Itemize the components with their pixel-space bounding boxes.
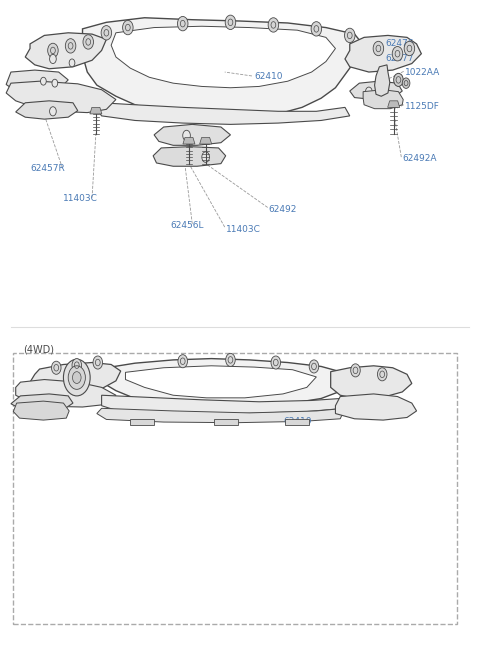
Polygon shape [25,33,107,69]
Text: 62457R: 62457R [30,164,65,173]
Polygon shape [83,18,364,119]
Polygon shape [97,408,345,422]
Circle shape [373,41,384,56]
Polygon shape [90,107,102,114]
Circle shape [271,356,281,369]
Text: 62477: 62477 [385,55,414,64]
Circle shape [309,360,319,373]
Polygon shape [363,90,403,108]
Polygon shape [16,380,116,407]
Polygon shape [350,81,402,99]
Circle shape [402,78,410,89]
Text: 62456L: 62456L [171,221,204,230]
Polygon shape [153,147,226,166]
Polygon shape [336,394,417,420]
Text: 62492: 62492 [269,205,297,214]
Circle shape [83,35,94,49]
Circle shape [351,364,360,377]
Polygon shape [285,419,309,424]
Polygon shape [345,35,421,72]
Circle shape [226,353,235,367]
Circle shape [178,355,188,368]
Polygon shape [102,359,350,407]
Circle shape [65,39,76,53]
Polygon shape [6,81,116,112]
Text: 62492A: 62492A [402,154,437,163]
Polygon shape [97,102,350,124]
Bar [13,353,457,624]
Circle shape [69,59,75,67]
Circle shape [202,152,209,162]
Circle shape [51,361,61,374]
Circle shape [72,359,82,372]
Circle shape [49,55,56,64]
Polygon shape [102,396,345,413]
Text: 11403C: 11403C [63,194,98,204]
Text: 1022AA: 1022AA [405,68,440,77]
Circle shape [392,47,403,61]
Text: 62410: 62410 [283,417,312,426]
Circle shape [178,16,188,31]
Circle shape [48,43,58,58]
Circle shape [404,41,415,56]
Circle shape [63,359,90,396]
Polygon shape [125,366,316,398]
Circle shape [49,106,56,116]
Circle shape [225,15,236,30]
Polygon shape [130,419,154,424]
Polygon shape [111,26,336,88]
Circle shape [384,91,390,98]
Circle shape [52,79,58,87]
Polygon shape [388,101,400,107]
Circle shape [93,356,103,369]
Polygon shape [11,394,73,411]
Circle shape [72,372,81,384]
Circle shape [101,26,112,40]
Text: 11403C: 11403C [226,225,261,233]
Circle shape [68,366,85,390]
Circle shape [183,130,191,141]
Text: (4WD): (4WD) [23,344,54,354]
Circle shape [377,368,387,381]
Circle shape [40,78,46,85]
Circle shape [394,74,403,87]
Polygon shape [16,101,78,119]
Circle shape [122,20,133,35]
Circle shape [268,18,279,32]
Polygon shape [6,70,68,93]
Circle shape [311,22,322,36]
Text: 62476: 62476 [385,39,414,49]
Polygon shape [13,401,69,420]
Circle shape [345,28,355,43]
Polygon shape [214,419,238,424]
Text: 1125DF: 1125DF [405,102,440,110]
Polygon shape [183,137,195,144]
Polygon shape [154,124,230,145]
Polygon shape [374,65,390,97]
Text: 62410: 62410 [254,72,283,81]
Polygon shape [30,363,120,394]
Polygon shape [200,137,212,144]
Circle shape [365,87,372,97]
Polygon shape [331,366,412,399]
